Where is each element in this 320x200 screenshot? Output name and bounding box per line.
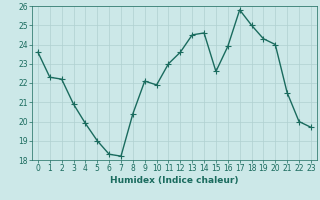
X-axis label: Humidex (Indice chaleur): Humidex (Indice chaleur) bbox=[110, 176, 239, 185]
